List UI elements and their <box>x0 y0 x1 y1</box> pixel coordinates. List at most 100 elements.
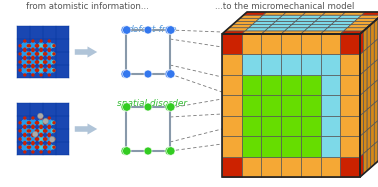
Circle shape <box>39 126 43 129</box>
Bar <box>340 54 360 75</box>
Polygon shape <box>236 18 260 22</box>
Circle shape <box>23 56 26 59</box>
Circle shape <box>36 129 39 133</box>
Circle shape <box>28 137 31 141</box>
Circle shape <box>38 119 45 126</box>
Circle shape <box>39 150 43 154</box>
Circle shape <box>43 137 46 141</box>
Circle shape <box>23 57 26 60</box>
Polygon shape <box>253 22 276 24</box>
Circle shape <box>26 52 31 56</box>
Bar <box>126 30 170 74</box>
Polygon shape <box>308 24 331 28</box>
Bar <box>281 75 301 95</box>
Circle shape <box>26 44 30 47</box>
Circle shape <box>29 119 36 126</box>
Polygon shape <box>364 69 367 92</box>
Circle shape <box>167 147 175 155</box>
Polygon shape <box>360 72 364 95</box>
Circle shape <box>22 128 28 134</box>
Bar <box>222 34 360 177</box>
Circle shape <box>48 64 51 67</box>
Polygon shape <box>374 39 378 62</box>
Circle shape <box>35 137 38 141</box>
Polygon shape <box>299 15 322 18</box>
Circle shape <box>39 60 43 64</box>
Polygon shape <box>364 130 367 153</box>
Bar <box>321 75 340 95</box>
Circle shape <box>31 116 35 120</box>
Polygon shape <box>338 15 362 18</box>
Circle shape <box>29 67 36 73</box>
Circle shape <box>144 26 152 34</box>
Circle shape <box>19 52 22 56</box>
Circle shape <box>38 136 45 142</box>
Circle shape <box>31 39 35 43</box>
Circle shape <box>122 26 131 34</box>
Polygon shape <box>371 22 374 45</box>
Polygon shape <box>364 28 367 51</box>
Circle shape <box>23 73 26 77</box>
Circle shape <box>43 145 46 149</box>
Circle shape <box>48 150 51 154</box>
Polygon shape <box>360 31 364 54</box>
Bar <box>222 157 242 177</box>
Circle shape <box>39 73 43 77</box>
Circle shape <box>48 125 51 128</box>
Polygon shape <box>364 89 367 113</box>
Bar <box>301 116 321 136</box>
Circle shape <box>26 137 31 141</box>
Circle shape <box>39 134 43 137</box>
Circle shape <box>44 137 48 141</box>
Bar <box>222 95 242 116</box>
Bar <box>242 116 262 136</box>
Circle shape <box>46 128 53 134</box>
Text: ...to the micromechanical model: ...to the micromechanical model <box>215 2 355 11</box>
Circle shape <box>23 134 26 137</box>
Circle shape <box>29 42 36 49</box>
Polygon shape <box>360 113 364 136</box>
Polygon shape <box>311 22 335 24</box>
Circle shape <box>51 120 56 125</box>
Polygon shape <box>360 153 364 177</box>
Polygon shape <box>279 15 302 18</box>
Circle shape <box>36 60 39 64</box>
Circle shape <box>26 121 30 125</box>
Circle shape <box>23 47 26 51</box>
Polygon shape <box>292 22 315 24</box>
Circle shape <box>31 47 35 51</box>
Circle shape <box>31 56 35 59</box>
Circle shape <box>23 116 26 120</box>
Polygon shape <box>242 31 265 34</box>
Circle shape <box>33 131 38 137</box>
Circle shape <box>31 65 35 68</box>
Circle shape <box>23 64 26 67</box>
Bar <box>281 95 301 116</box>
Circle shape <box>167 103 175 111</box>
Bar <box>222 116 242 136</box>
Polygon shape <box>360 133 364 157</box>
Polygon shape <box>374 18 378 42</box>
Circle shape <box>35 68 38 72</box>
Bar <box>262 75 281 95</box>
Circle shape <box>19 145 22 149</box>
Bar <box>281 157 301 177</box>
Circle shape <box>121 26 129 34</box>
Polygon shape <box>367 106 371 130</box>
Circle shape <box>43 68 46 72</box>
Circle shape <box>31 133 35 136</box>
Circle shape <box>48 141 51 144</box>
Polygon shape <box>371 103 374 127</box>
Circle shape <box>46 136 53 142</box>
Circle shape <box>39 57 43 60</box>
Circle shape <box>23 65 26 68</box>
Polygon shape <box>362 12 378 15</box>
Bar <box>242 95 262 116</box>
Polygon shape <box>374 120 378 144</box>
Polygon shape <box>229 24 253 28</box>
Circle shape <box>36 68 39 72</box>
Circle shape <box>31 134 35 137</box>
Circle shape <box>48 47 51 51</box>
Circle shape <box>19 121 22 125</box>
Circle shape <box>122 70 131 78</box>
